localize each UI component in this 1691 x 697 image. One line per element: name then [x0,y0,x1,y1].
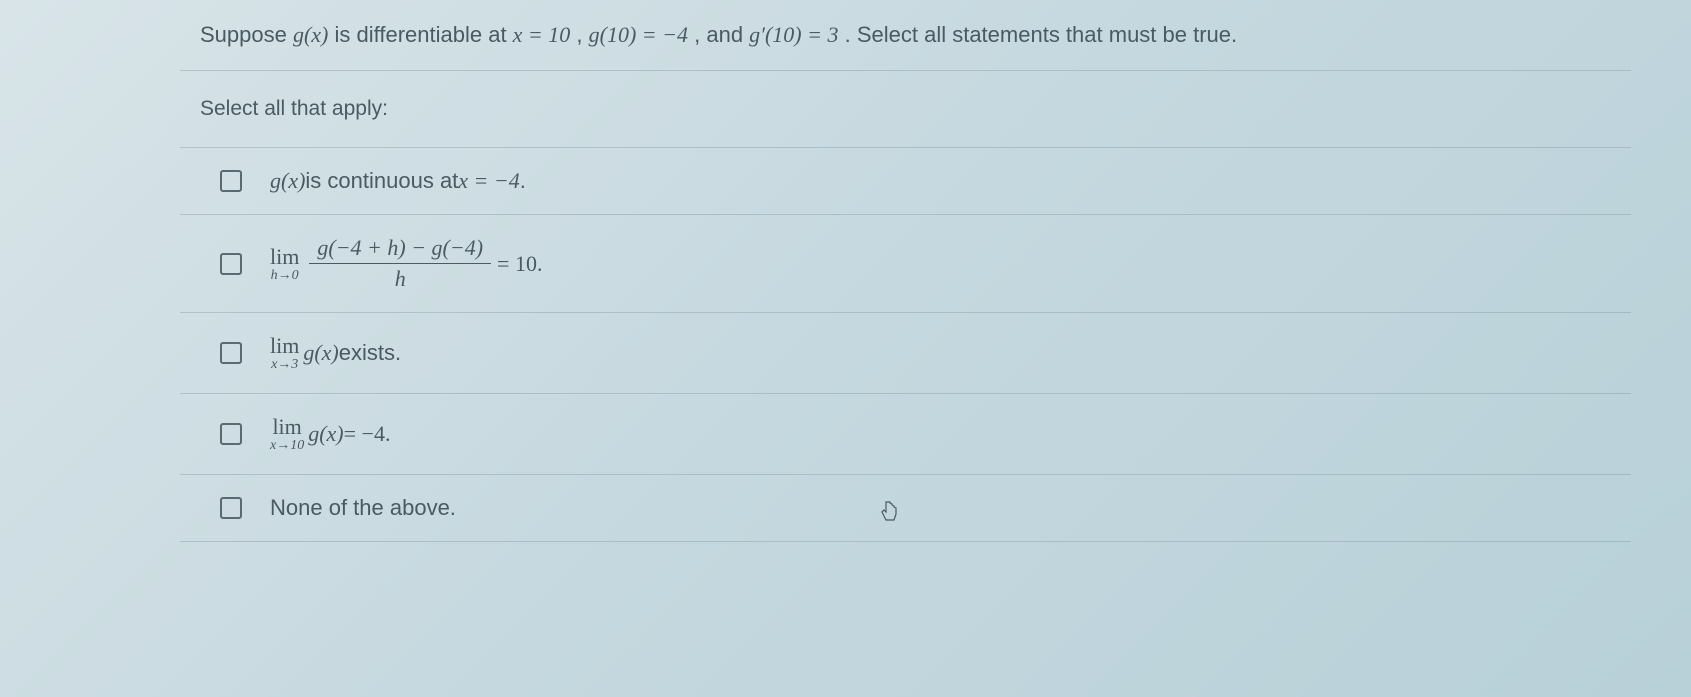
opt3-lim-label: lim [270,333,299,359]
q-func: g(x) [293,22,328,47]
q-suffix: . Select all statements that must be tru… [845,22,1238,47]
hand-cursor-icon [880,498,900,527]
opt2-denominator: h [387,264,414,292]
opt2-lim-label: lim [270,244,299,270]
option-2-text: lim h→0 g(−4 + h) − g(−4) h = 10. [270,235,542,292]
question-prompt-row: Suppose g(x) is differentiable at x = 10… [180,0,1631,71]
q-text1: is differentiable at [335,22,513,47]
opt2-lim: lim h→0 [270,244,299,284]
opt2-fraction: g(−4 + h) − g(−4) h [309,235,491,292]
question-text: Suppose g(x) is differentiable at x = 10… [200,22,1237,48]
opt4-lim-sub: x→10 [270,438,304,454]
opt4-lim: lim x→10 [270,414,304,454]
q-prefix: Suppose [200,22,293,47]
opt3-func: g(x) [303,340,338,366]
option-1-row: g(x) is continuous at x = −4 . [180,148,1631,215]
opt5-text: None of the above. [270,495,456,521]
instruction-row: Select all that apply: [180,71,1631,148]
opt1-eq: x = −4 [458,168,519,194]
opt4-func: g(x) [308,421,343,447]
option-5-row: None of the above. [180,475,1631,542]
option-3-checkbox[interactable] [220,342,242,364]
opt4-equals: = −4. [344,421,391,447]
opt2-numerator: g(−4 + h) − g(−4) [309,235,491,264]
opt1-text: is continuous at [305,168,458,194]
opt1-func: g(x) [270,168,305,194]
opt4-lim-label: lim [272,414,301,440]
option-4-checkbox[interactable] [220,423,242,445]
option-1-text: g(x) is continuous at x = −4 . [270,168,526,194]
opt2-equals: = 10. [497,251,542,277]
option-5-text: None of the above. [270,495,456,521]
instruction-text: Select all that apply: [200,97,388,121]
option-2-row: lim h→0 g(−4 + h) − g(−4) h = 10. [180,215,1631,313]
question-container: Suppose g(x) is differentiable at x = 10… [0,0,1691,697]
option-3-row: lim x→3 g(x) exists. [180,313,1631,394]
q-eq3: g′(10) = 3 [749,22,838,47]
opt3-text: exists. [339,340,401,366]
option-5-checkbox[interactable] [220,497,242,519]
opt1-period: . [520,168,526,194]
opt3-lim-sub: x→3 [271,357,298,373]
option-2-checkbox[interactable] [220,253,242,275]
option-4-text: lim x→10 g(x) = −4. [270,414,390,454]
q-comma2: , and [694,22,749,47]
option-4-row: lim x→10 g(x) = −4. [180,394,1631,475]
q-comma1: , [576,22,588,47]
opt3-lim: lim x→3 [270,333,299,373]
option-3-text: lim x→3 g(x) exists. [270,333,401,373]
q-eq2: g(10) = −4 [589,22,688,47]
q-eq1: x = 10 [513,22,571,47]
opt2-lim-sub: h→0 [271,268,299,284]
option-1-checkbox[interactable] [220,170,242,192]
